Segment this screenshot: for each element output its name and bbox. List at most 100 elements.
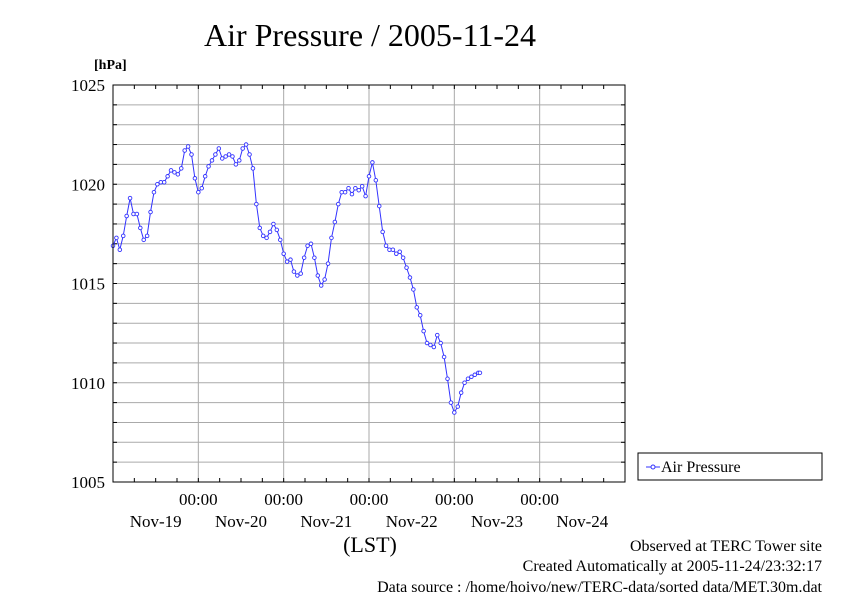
data-point: [264, 235, 269, 241]
data-point: [363, 193, 368, 199]
series-air-pressure: [110, 142, 483, 415]
data-point: [370, 160, 375, 165]
data-point: [301, 255, 307, 260]
data-point: [182, 148, 187, 153]
data-point: [120, 233, 126, 239]
data-point: [421, 328, 426, 334]
data-point: [414, 305, 420, 310]
data-point: [411, 287, 416, 292]
data-point: [305, 243, 310, 249]
data-point: [452, 410, 457, 415]
x-tick-time-label: 00:00: [350, 490, 389, 509]
data-point: [458, 390, 464, 395]
plot-frame: [112, 84, 626, 483]
data-point: [213, 152, 218, 157]
data-point: [315, 273, 321, 278]
data-point: [192, 176, 198, 181]
x-axis-label: (LST): [343, 532, 397, 557]
data-point: [155, 181, 160, 187]
data-point: [144, 233, 150, 239]
data-point: [431, 344, 437, 350]
data-point: [380, 229, 385, 235]
data-point: [465, 376, 471, 382]
data-point: [469, 374, 474, 380]
data-point: [366, 174, 372, 179]
y-axis-ticks: 1005 1010 1015 1020 1025: [71, 76, 625, 492]
data-point: [271, 221, 276, 227]
data-point: [179, 166, 184, 171]
data-point: [383, 243, 389, 249]
data-point: [138, 225, 143, 231]
data-point: [230, 154, 235, 159]
data-point: [172, 170, 177, 175]
data-point: [134, 211, 140, 217]
data-point: [284, 259, 290, 264]
data-point: [267, 229, 273, 235]
legend-marker-swatch: [650, 464, 656, 470]
data-point: [223, 154, 228, 159]
data-point: [216, 146, 222, 151]
data-point: [404, 265, 409, 270]
grid-lines: [113, 85, 625, 482]
x-tick-time-label: 00:00: [520, 490, 559, 509]
data-point: [417, 313, 423, 318]
data-point: [185, 144, 191, 149]
data-point: [312, 255, 317, 260]
data-point: [237, 158, 242, 163]
data-point: [349, 191, 355, 197]
data-point: [141, 237, 146, 243]
data-point: [441, 354, 447, 360]
y-tick-label: 1015: [71, 275, 105, 294]
data-point: [247, 152, 252, 157]
data-point: [342, 189, 348, 195]
x-axis-ticks: 00:00 00:00 00:00 00:00 00:00 Nov-19 Nov-20 Nov…: [130, 85, 609, 531]
data-point: [219, 156, 225, 161]
x-tick-date-label: Nov-19: [130, 512, 182, 531]
data-point: [376, 203, 382, 209]
data-point: [295, 273, 300, 278]
data-point: [445, 376, 450, 382]
data-point: [206, 164, 211, 169]
data-point: [438, 340, 443, 346]
data-point: [397, 249, 402, 254]
x-tick-time-label: 00:00: [435, 490, 474, 509]
data-point: [151, 189, 157, 195]
data-point: [209, 158, 215, 163]
data-point: [274, 227, 280, 233]
legend-label: Air Pressure: [661, 459, 741, 476]
x-tick-date-label: Nov-23: [471, 512, 523, 531]
data-point: [462, 380, 467, 386]
x-tick-date-label: Nov-21: [300, 512, 352, 531]
data-point: [124, 213, 129, 219]
data-point: [455, 404, 460, 409]
data-point: [114, 235, 119, 241]
data-point: [394, 251, 399, 256]
data-point: [117, 247, 123, 253]
footer-observed: Observed at TERC Tower site: [630, 538, 822, 555]
footer-created: Created Automatically at 2005-11-24/23:3…: [523, 558, 822, 575]
y-tick-label: 1025: [71, 76, 105, 95]
legend: Air Pressure: [637, 452, 823, 481]
data-point: [291, 269, 297, 274]
legend-box: [637, 452, 823, 481]
data-point: [175, 172, 181, 177]
data-point: [161, 180, 167, 185]
data-point: [226, 152, 232, 157]
data-point: [233, 162, 239, 167]
data-point: [250, 166, 256, 171]
data-point: [477, 370, 483, 376]
data-point: [353, 185, 358, 191]
data-point: [435, 332, 440, 338]
data-point: [148, 209, 153, 215]
data-point: [407, 275, 413, 280]
x-tick-time-label: 00:00: [179, 490, 218, 509]
y-tick-label: 1005: [71, 473, 105, 492]
x-tick-date-label: Nov-24: [556, 512, 608, 531]
y-axis-unit: [hPa]: [94, 58, 127, 73]
data-point: [196, 189, 201, 195]
y-tick-label: 1010: [71, 374, 105, 393]
data-point: [325, 261, 331, 266]
x-tick-date-label: Nov-22: [386, 512, 438, 531]
data-point: [400, 255, 406, 260]
